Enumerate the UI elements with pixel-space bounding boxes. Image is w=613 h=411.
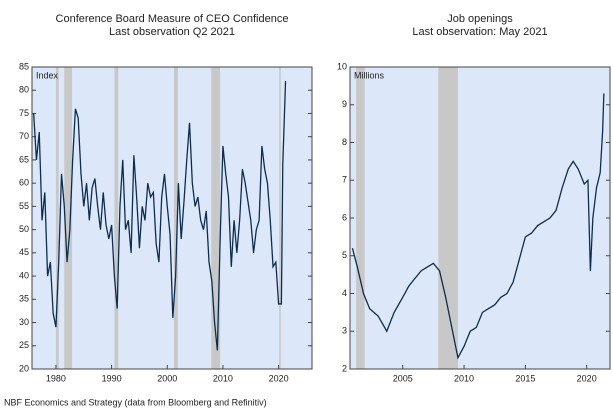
x-tick-label: 1980 (46, 373, 66, 383)
chart-subtitle: Last observation Q2 2021 (109, 26, 235, 38)
data-line (33, 80, 287, 351)
y-tick-label: 3 (342, 326, 347, 336)
x-tick-label: 2010 (213, 373, 233, 383)
y-tick-label: 35 (19, 294, 29, 304)
recession-band (173, 67, 178, 369)
source-note: NBF Economics and Strategy (data from Bl… (4, 397, 267, 407)
recession-band (64, 67, 73, 369)
recession-band (356, 67, 365, 369)
y-tick-label: 70 (19, 131, 29, 141)
x-tick-label: 1990 (102, 373, 122, 383)
x-tick-label: 2020 (577, 373, 597, 383)
x-tick-label: 2020 (269, 373, 289, 383)
y-axis-label: Index (36, 70, 59, 80)
x-tick-label: 2010 (454, 373, 474, 383)
y-tick-label: 4 (342, 288, 347, 298)
y-tick-label: 50 (19, 224, 29, 234)
y-tick-label: 25 (19, 340, 29, 350)
recession-band (114, 67, 119, 369)
y-tick-label: 30 (19, 317, 29, 327)
chart-title: Job openings (447, 13, 513, 25)
recession-band (279, 67, 281, 369)
chart-title: Conference Board Measure of CEO Confiden… (56, 13, 289, 25)
y-tick-label: 75 (19, 108, 29, 118)
data-line (351, 93, 605, 360)
y-tick-label: 5 (342, 250, 347, 260)
x-tick-label: 2015 (515, 373, 535, 383)
plot-frame (31, 66, 313, 370)
y-tick-label: 80 (19, 85, 29, 95)
y-tick-label: 40 (19, 270, 29, 280)
chart-subtitle: Last observation: May 2021 (412, 26, 547, 38)
plot-background (350, 67, 610, 369)
y-tick-label: 7 (342, 175, 347, 185)
x-tick-label: 2000 (157, 373, 177, 383)
y-tick-label: 2 (342, 363, 347, 373)
y-tick-label: 60 (19, 178, 29, 188)
recession-band (55, 67, 59, 369)
y-tick-label: 20 (19, 363, 29, 373)
y-axis-label: Millions (354, 70, 385, 80)
y-tick-label: 65 (19, 154, 29, 164)
y-tick-label: 45 (19, 247, 29, 257)
y-tick-label: 8 (342, 137, 347, 147)
y-tick-label: 85 (19, 61, 29, 71)
recession-band (438, 67, 458, 369)
y-tick-label: 55 (19, 201, 29, 211)
x-tick-label: 2005 (393, 373, 413, 383)
y-tick-label: 10 (337, 61, 347, 71)
y-tick-label: 6 (342, 212, 347, 222)
recession-band (211, 67, 221, 369)
plot-background (32, 67, 312, 369)
y-tick-label: 9 (342, 99, 347, 109)
